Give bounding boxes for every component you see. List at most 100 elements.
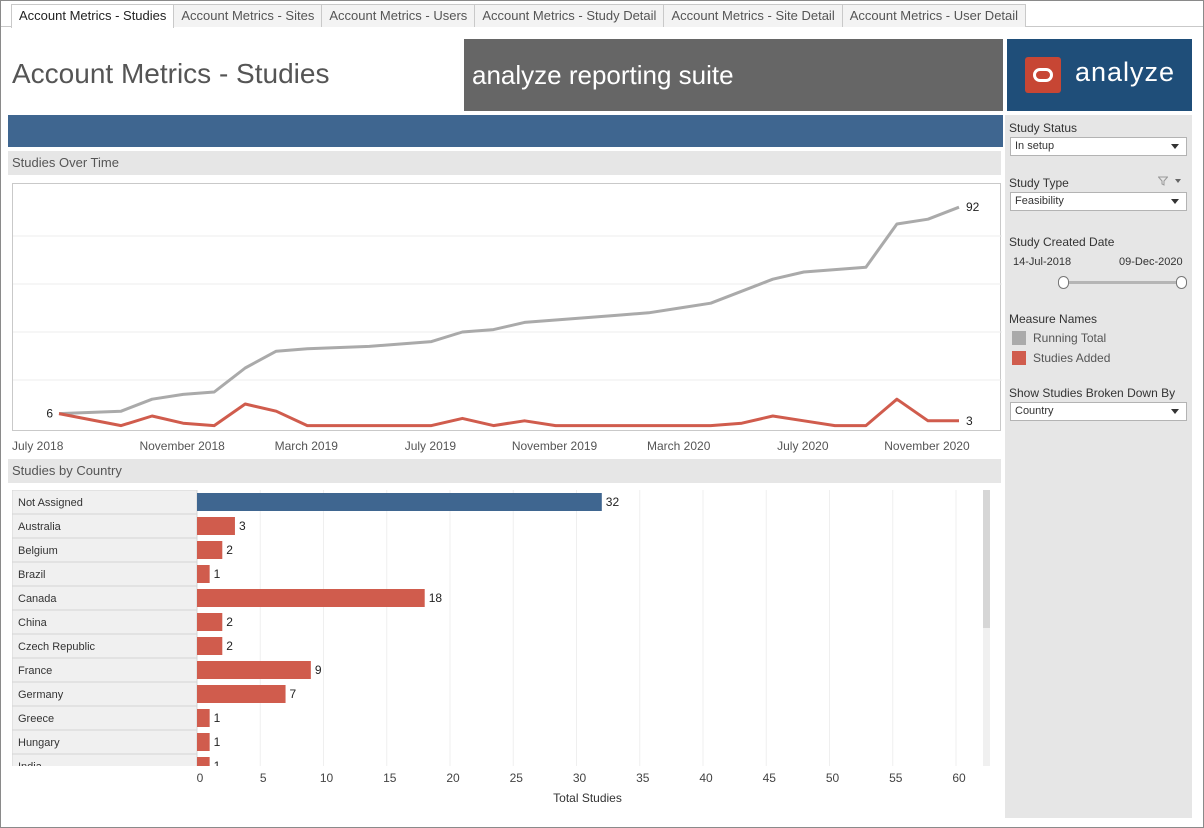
- bar: [197, 733, 210, 751]
- study-type-dropdown[interactable]: Feasibility: [1010, 192, 1187, 211]
- data-label: 1: [214, 567, 221, 581]
- legend-swatch: [1012, 351, 1026, 365]
- line-chart-svg: 6 92 3: [13, 200, 1002, 428]
- row-header-label: Australia: [18, 521, 62, 533]
- study-status-value: In setup: [1015, 140, 1055, 152]
- bar-chart-x-axis: 0 5 10 15 20 25 30 35 40 45 50 55 60: [197, 771, 966, 785]
- row-header-label: Czech Republic: [18, 641, 96, 653]
- bar: [197, 709, 210, 727]
- bar: [197, 661, 311, 679]
- row-header-label: India: [18, 761, 43, 766]
- legend-swatch: [1012, 331, 1026, 345]
- study-status-label: Study Status: [1009, 121, 1078, 135]
- x-tick-label: 55: [889, 771, 903, 785]
- x-tick-label: 15: [383, 771, 397, 785]
- bar-chart-scrollbar[interactable]: [983, 490, 990, 766]
- row-header-label: Brazil: [18, 569, 46, 581]
- breakdown-value: Country: [1015, 405, 1054, 417]
- x-tick-label: July 2018: [12, 439, 64, 453]
- date-slider-start-handle[interactable]: [1058, 276, 1069, 289]
- tab-account-metrics-studies[interactable]: Account Metrics - Studies: [11, 4, 175, 28]
- measure-names-label: Measure Names: [1009, 312, 1098, 326]
- bar: [197, 589, 425, 607]
- bar: [197, 757, 210, 766]
- chevron-down-icon: [1171, 199, 1179, 204]
- bar: [197, 685, 286, 703]
- row-header-label: Belgium: [18, 545, 58, 557]
- x-tick-label: 25: [510, 771, 524, 785]
- chevron-down-icon: [1171, 144, 1179, 149]
- row-header-label: Germany: [18, 689, 64, 701]
- x-tick-label: 50: [826, 771, 840, 785]
- bar-chart-x-axis-title: Total Studies: [197, 791, 978, 805]
- tab-account-metrics-site-detail[interactable]: Account Metrics - Site Detail: [663, 4, 843, 27]
- bar: [197, 565, 210, 583]
- legend-label: Running Total: [1033, 331, 1107, 345]
- filter-menu-caret-icon[interactable]: [1175, 179, 1181, 183]
- data-label: 2: [226, 639, 233, 653]
- data-label: 3: [239, 519, 246, 533]
- x-tick-label: 45: [763, 771, 777, 785]
- x-tick-label: March 2020: [647, 439, 711, 453]
- x-axis-title-text: Total Studies: [553, 791, 622, 805]
- tab-account-metrics-user-detail[interactable]: Account Metrics - User Detail: [841, 4, 1027, 27]
- studies-over-time-chart[interactable]: 6 92 3: [12, 183, 1002, 431]
- date-range-end: 09-Dec-2020: [1119, 256, 1183, 268]
- filter-funnel-icon[interactable]: [1158, 176, 1168, 186]
- row-header-cell: [12, 561, 198, 587]
- data-label: 2: [226, 615, 233, 629]
- x-tick-label: 5: [260, 771, 267, 785]
- breakdown-label: Show Studies Broken Down By: [1009, 386, 1176, 400]
- tab-bar: Account Metrics - Studies Account Metrics…: [1, 1, 1203, 28]
- row-header-cell: [12, 490, 198, 515]
- bar: [197, 517, 235, 535]
- x-tick-label: July 2020: [777, 439, 829, 453]
- filter-sidebar: Study Status In setup Study Type Feasibi…: [1005, 115, 1192, 818]
- x-tick-label: 0: [197, 771, 204, 785]
- tab-account-metrics-users[interactable]: Account Metrics - Users: [321, 4, 476, 27]
- banner: analyze reporting suite: [464, 39, 1003, 111]
- bar: [197, 613, 223, 631]
- x-tick-label: 60: [952, 771, 966, 785]
- row-header-label: Canada: [18, 593, 57, 605]
- legend-label: Studies Added: [1033, 351, 1111, 365]
- bar-chart-scrollbar-thumb[interactable]: [983, 490, 990, 628]
- data-label: 2: [226, 543, 233, 557]
- row-header-cell: [12, 753, 198, 766]
- data-label: 1: [214, 711, 221, 725]
- bar: [197, 637, 223, 655]
- tab-account-metrics-study-detail[interactable]: Account Metrics - Study Detail: [474, 4, 665, 27]
- oracle-logo-icon: [1025, 57, 1061, 93]
- data-label: 3: [966, 414, 973, 428]
- section-title-studies-over-time: Studies Over Time: [8, 151, 1001, 175]
- date-range-start: 14-Jul-2018: [1013, 256, 1072, 268]
- data-label: 9: [315, 663, 322, 677]
- date-range-slider-track[interactable]: [1063, 281, 1183, 284]
- row-header-label: Not Assigned: [18, 497, 83, 509]
- x-tick-label: March 2019: [275, 439, 339, 453]
- bar: [197, 493, 602, 511]
- date-slider-end-handle[interactable]: [1176, 276, 1187, 289]
- series-line-studies-added: [58, 397, 959, 428]
- x-tick-label: November 2020: [884, 439, 970, 453]
- breakdown-dropdown[interactable]: Country: [1010, 402, 1187, 421]
- data-label: 1: [214, 759, 221, 766]
- row-header-cell: [12, 585, 198, 611]
- studies-by-country-chart[interactable]: Not Assigned 32 Australia 3 Belgium 2 Brazil 1 C…: [12, 490, 990, 766]
- row-header-label: China: [18, 617, 48, 629]
- chevron-down-icon: [1171, 409, 1179, 414]
- data-label: 32: [606, 495, 620, 509]
- bar-chart-svg: Not Assigned 32 Australia 3 Belgium 2 Brazil 1 C…: [12, 490, 957, 766]
- row-header-cell: [12, 657, 198, 683]
- legend-item-studies-added[interactable]: Studies Added: [1012, 351, 1110, 365]
- data-label: 1: [214, 735, 221, 749]
- legend-item-running-total[interactable]: Running Total: [1012, 331, 1106, 345]
- tab-account-metrics-sites[interactable]: Account Metrics - Sites: [173, 4, 323, 27]
- x-tick-label: 20: [446, 771, 460, 785]
- study-status-dropdown[interactable]: In setup: [1010, 137, 1187, 156]
- data-label: 18: [429, 591, 443, 605]
- x-tick-label: November 2019: [512, 439, 598, 453]
- x-tick-label: July 2019: [405, 439, 457, 453]
- tab-list: Account Metrics - Studies Account Metrics…: [11, 4, 1027, 28]
- bar: [197, 541, 223, 559]
